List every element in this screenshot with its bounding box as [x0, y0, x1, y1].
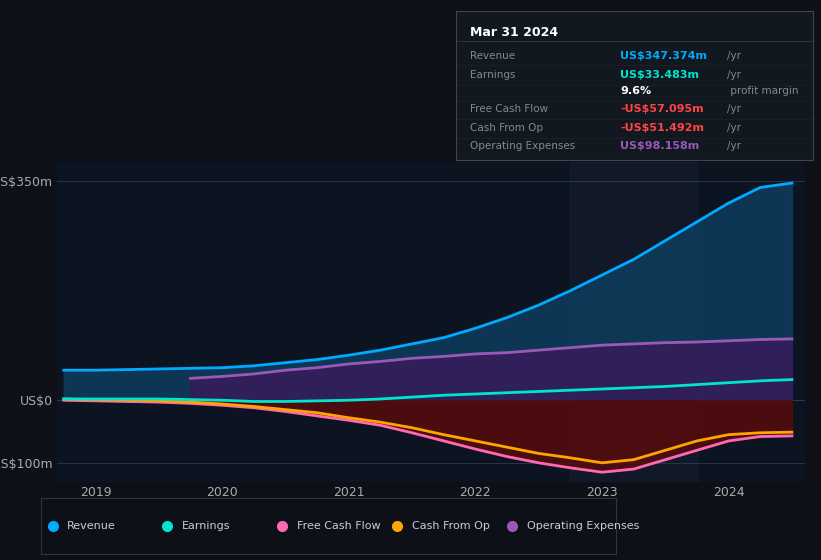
Bar	[571, 162, 697, 482]
Text: US$347.374m: US$347.374m	[620, 51, 707, 60]
Text: US$33.483m: US$33.483m	[620, 70, 699, 80]
Text: Free Cash Flow: Free Cash Flow	[470, 104, 548, 114]
Text: Mar 31 2024: Mar 31 2024	[470, 26, 558, 39]
Text: Free Cash Flow: Free Cash Flow	[297, 521, 380, 531]
Text: Operating Expenses: Operating Expenses	[470, 141, 576, 151]
Text: Earnings: Earnings	[470, 70, 516, 80]
Text: /yr: /yr	[727, 70, 741, 80]
Text: Operating Expenses: Operating Expenses	[527, 521, 639, 531]
Text: /yr: /yr	[727, 104, 741, 114]
Text: -US$51.492m: -US$51.492m	[620, 123, 704, 133]
Text: US$98.158m: US$98.158m	[620, 141, 699, 151]
Text: /yr: /yr	[727, 123, 741, 133]
Text: Revenue: Revenue	[67, 521, 116, 531]
Text: Cash From Op: Cash From Op	[412, 521, 489, 531]
Text: 9.6%: 9.6%	[620, 86, 651, 96]
Text: /yr: /yr	[727, 141, 741, 151]
Text: Earnings: Earnings	[182, 521, 231, 531]
Text: profit margin: profit margin	[727, 86, 799, 96]
Text: Cash From Op: Cash From Op	[470, 123, 543, 133]
Text: Revenue: Revenue	[470, 51, 515, 60]
Text: /yr: /yr	[727, 51, 741, 60]
Text: -US$57.095m: -US$57.095m	[620, 104, 704, 114]
